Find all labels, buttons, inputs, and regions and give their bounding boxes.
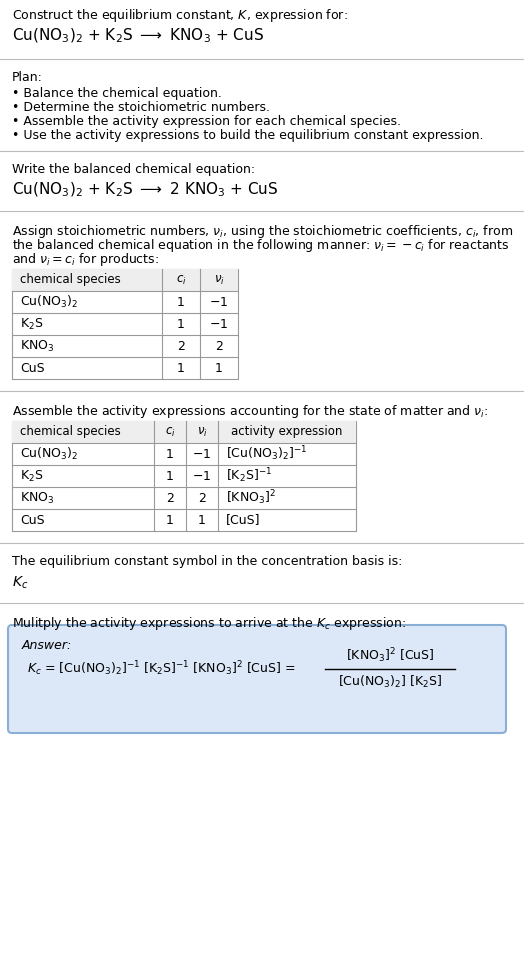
FancyBboxPatch shape	[8, 625, 506, 733]
Text: Write the balanced chemical equation:: Write the balanced chemical equation:	[12, 163, 255, 176]
Text: [KNO$_3$]$^2$: [KNO$_3$]$^2$	[226, 489, 276, 507]
Text: [Cu(NO$_3$)$_2$]$^{-1}$: [Cu(NO$_3$)$_2$]$^{-1}$	[226, 445, 308, 463]
Text: $K_c$: $K_c$	[12, 575, 28, 591]
Text: 1: 1	[177, 295, 185, 308]
Text: Assemble the activity expressions accounting for the state of matter and $\nu_i$: Assemble the activity expressions accoun…	[12, 403, 488, 420]
Text: • Determine the stoichiometric numbers.: • Determine the stoichiometric numbers.	[12, 101, 270, 114]
Text: $K_c$ = [Cu(NO$_3$)$_2$]$^{-1}$ [K$_2$S]$^{-1}$ [KNO$_3$]$^2$ [CuS] =: $K_c$ = [Cu(NO$_3$)$_2$]$^{-1}$ [K$_2$S]…	[27, 660, 296, 678]
Text: 1: 1	[198, 514, 206, 526]
FancyBboxPatch shape	[12, 421, 356, 531]
Text: • Assemble the activity expression for each chemical species.: • Assemble the activity expression for e…	[12, 115, 401, 128]
Text: CuS: CuS	[20, 514, 45, 526]
Text: Assign stoichiometric numbers, $\nu_i$, using the stoichiometric coefficients, $: Assign stoichiometric numbers, $\nu_i$, …	[12, 223, 513, 240]
FancyBboxPatch shape	[12, 269, 238, 379]
Text: 2: 2	[166, 492, 174, 504]
Text: Cu(NO$_3$)$_2$: Cu(NO$_3$)$_2$	[20, 446, 79, 462]
Text: [KNO$_3$]$^2$ [CuS]: [KNO$_3$]$^2$ [CuS]	[346, 647, 434, 666]
Text: Construct the equilibrium constant, $K$, expression for:: Construct the equilibrium constant, $K$,…	[12, 7, 348, 24]
Text: 1: 1	[166, 470, 174, 482]
Text: $-1$: $-1$	[210, 295, 228, 308]
Text: K$_2$S: K$_2$S	[20, 316, 43, 331]
Text: Plan:: Plan:	[12, 71, 43, 84]
Text: chemical species: chemical species	[20, 273, 121, 286]
Text: $-1$: $-1$	[210, 317, 228, 330]
Text: K$_2$S: K$_2$S	[20, 469, 43, 483]
Text: the balanced chemical equation in the following manner: $\nu_i = -c_i$ for react: the balanced chemical equation in the fo…	[12, 237, 509, 254]
Text: $c_i$: $c_i$	[176, 273, 187, 286]
Text: 2: 2	[177, 339, 185, 352]
Text: The equilibrium constant symbol in the concentration basis is:: The equilibrium constant symbol in the c…	[12, 555, 402, 568]
Text: $c_i$: $c_i$	[165, 425, 176, 438]
Text: $-1$: $-1$	[192, 470, 212, 482]
Text: 2: 2	[198, 492, 206, 504]
Text: Cu(NO$_3$)$_2$ + K$_2$S $\longrightarrow$ 2 KNO$_3$ + CuS: Cu(NO$_3$)$_2$ + K$_2$S $\longrightarrow…	[12, 181, 278, 200]
Text: activity expression: activity expression	[231, 426, 343, 438]
Text: [CuS]: [CuS]	[226, 514, 260, 526]
Text: $\nu_i$: $\nu_i$	[196, 425, 208, 438]
Text: [K$_2$S]$^{-1}$: [K$_2$S]$^{-1}$	[226, 467, 272, 485]
Text: CuS: CuS	[20, 362, 45, 374]
Text: [Cu(NO$_3$)$_2$] [K$_2$S]: [Cu(NO$_3$)$_2$] [K$_2$S]	[338, 674, 442, 690]
Text: KNO$_3$: KNO$_3$	[20, 491, 54, 505]
Text: 1: 1	[166, 448, 174, 460]
Text: KNO$_3$: KNO$_3$	[20, 338, 54, 353]
Text: Mulitply the activity expressions to arrive at the $K_c$ expression:: Mulitply the activity expressions to arr…	[12, 615, 406, 632]
Text: chemical species: chemical species	[20, 426, 121, 438]
Text: $-1$: $-1$	[192, 448, 212, 460]
Text: 1: 1	[166, 514, 174, 526]
Text: 1: 1	[177, 317, 185, 330]
Text: 1: 1	[177, 362, 185, 374]
Text: • Balance the chemical equation.: • Balance the chemical equation.	[12, 87, 222, 100]
Text: Cu(NO$_3$)$_2$ + K$_2$S $\longrightarrow$ KNO$_3$ + CuS: Cu(NO$_3$)$_2$ + K$_2$S $\longrightarrow…	[12, 27, 264, 46]
Text: 2: 2	[215, 339, 223, 352]
Text: $\nu_i$: $\nu_i$	[214, 273, 224, 286]
Text: and $\nu_i = c_i$ for products:: and $\nu_i = c_i$ for products:	[12, 251, 159, 268]
Text: Cu(NO$_3$)$_2$: Cu(NO$_3$)$_2$	[20, 294, 79, 310]
Text: Answer:: Answer:	[22, 639, 72, 652]
Text: 1: 1	[215, 362, 223, 374]
FancyBboxPatch shape	[12, 421, 356, 443]
Text: • Use the activity expressions to build the equilibrium constant expression.: • Use the activity expressions to build …	[12, 129, 484, 142]
FancyBboxPatch shape	[12, 269, 238, 291]
